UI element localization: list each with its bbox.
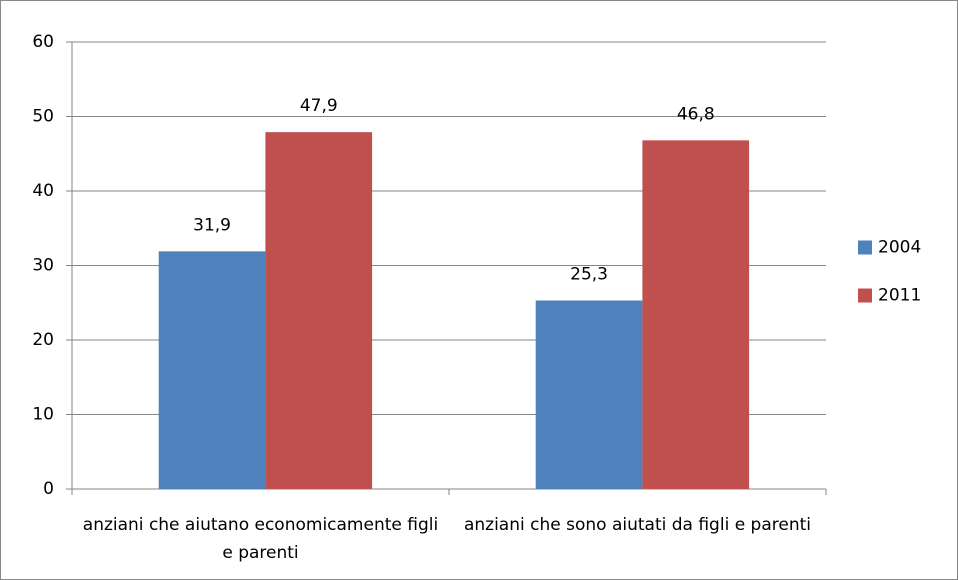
x-tick-label: anziani che aiutano economicamente figli…	[82, 515, 439, 563]
value-label: 46,8	[677, 104, 715, 124]
y-tick-label: 20	[32, 330, 54, 350]
y-tick-label: 30	[32, 256, 54, 276]
y-tick-label: 10	[32, 405, 54, 425]
bar	[535, 300, 643, 489]
value-label: 47,9	[300, 96, 338, 116]
y-tick-label: 60	[32, 32, 54, 52]
legend-swatch	[858, 288, 872, 303]
legend-swatch	[858, 240, 872, 255]
legend-label: 2011	[878, 286, 921, 306]
bar	[265, 132, 373, 489]
value-label: 31,9	[193, 215, 231, 235]
x-tick-label: anziani che sono aiutati da figli e pare…	[463, 515, 812, 535]
y-tick-label: 0	[43, 479, 54, 499]
legend-label: 2004	[878, 238, 921, 258]
y-tick-label: 40	[32, 181, 54, 201]
bar	[158, 251, 266, 489]
value-label: 25,3	[570, 265, 608, 285]
bar	[642, 140, 750, 489]
y-tick-label: 50	[32, 107, 54, 127]
